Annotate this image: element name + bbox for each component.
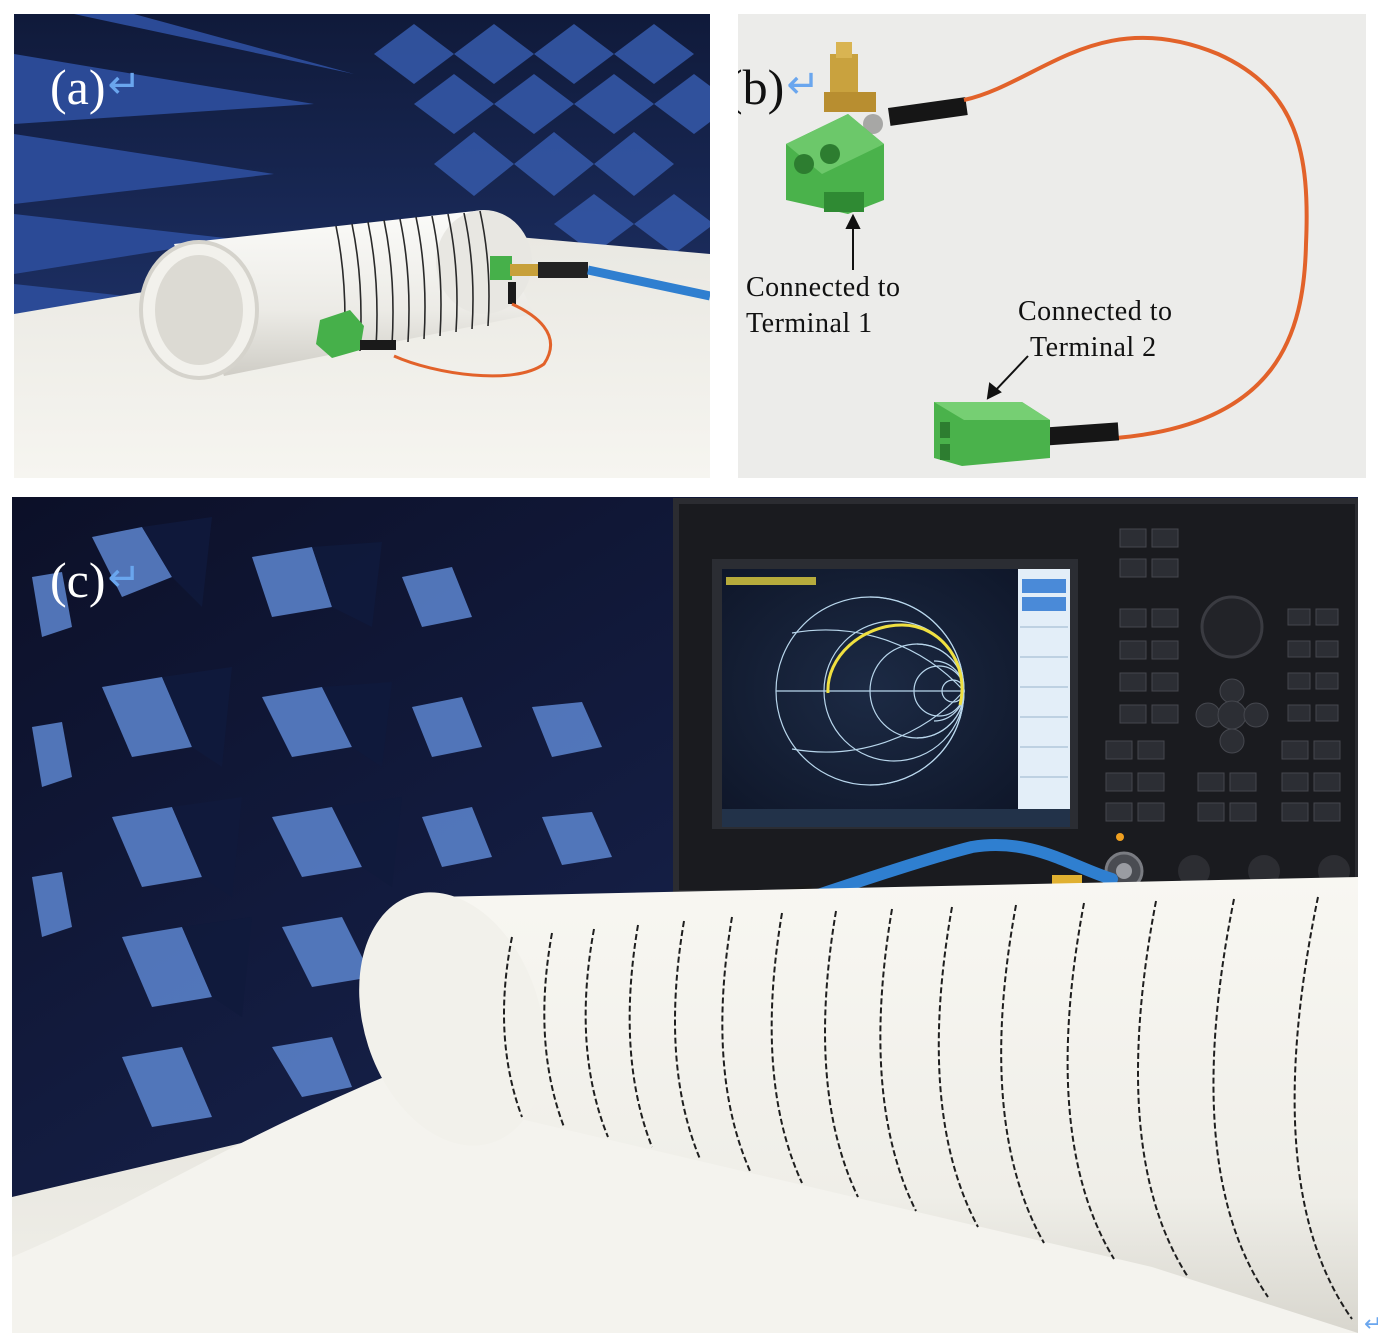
network-analyzer bbox=[673, 498, 1358, 896]
green-terminal-block-2 bbox=[934, 402, 1050, 466]
panel-c-tag-text: (c) bbox=[50, 552, 106, 608]
panel-c-tag: (c)↵ bbox=[50, 555, 141, 605]
vna-keypad bbox=[1105, 528, 1341, 822]
absorber-cones bbox=[32, 517, 612, 1127]
label-terminal-1-line-2: Terminal 1 bbox=[746, 308, 873, 339]
orange-wire bbox=[963, 35, 1309, 440]
panel-a-tag: (a)↵ bbox=[50, 62, 141, 112]
blue-coax-cable bbox=[776, 839, 1118, 913]
absorber-pyramids bbox=[374, 24, 710, 254]
panel-b-tag: (b)↵ bbox=[738, 62, 820, 112]
stray-return-mark-icon: ↵ bbox=[1364, 1312, 1378, 1337]
label-terminal-2-line-1: Connected to bbox=[1018, 296, 1173, 327]
blue-coax-cable bbox=[587, 265, 710, 301]
orange-wire bbox=[393, 302, 552, 378]
smith-chart bbox=[775, 596, 965, 786]
heat-shrink-sleeve bbox=[1038, 422, 1120, 446]
label-terminal-2: Connected to Terminal 2 bbox=[1018, 294, 1173, 366]
sma-connector bbox=[824, 42, 883, 134]
green-terminal-block bbox=[490, 256, 512, 280]
green-terminal-block-1 bbox=[786, 114, 884, 214]
panel-b-tag-text: (b) bbox=[738, 59, 785, 115]
label-terminal-1-line-1: Connected to bbox=[746, 272, 901, 303]
panel-a-tag-text: (a) bbox=[50, 59, 106, 115]
label-terminal-2-line-2: Terminal 2 bbox=[1030, 332, 1157, 363]
photo-panel-c: (c)↵ bbox=[12, 497, 1358, 1333]
pvc-tube-with-coil bbox=[359, 877, 1358, 1333]
return-mark-icon: ↵ bbox=[107, 555, 142, 601]
green-terminal-block-2 bbox=[316, 310, 364, 358]
annotation-arrows bbox=[845, 213, 1029, 400]
return-mark-icon: ↵ bbox=[786, 62, 820, 108]
vna-taskbar bbox=[722, 809, 1070, 827]
photo-panel-b: (b)↵ Connected to Terminal 1 Connected t… bbox=[738, 14, 1366, 478]
vna-measurement-photo bbox=[12, 497, 1358, 1333]
smith-trace bbox=[826, 623, 964, 706]
anechoic-chamber-coil-photo bbox=[14, 14, 710, 478]
absorber-wedges bbox=[14, 14, 354, 334]
vna-rotary-knob bbox=[1200, 595, 1264, 659]
return-mark-icon: ↵ bbox=[107, 62, 142, 108]
label-terminal-1: Connected to Terminal 1 bbox=[746, 270, 901, 342]
photo-panel-a: (a)↵ bbox=[14, 14, 710, 478]
terminal-adapter-photo bbox=[738, 14, 1366, 478]
